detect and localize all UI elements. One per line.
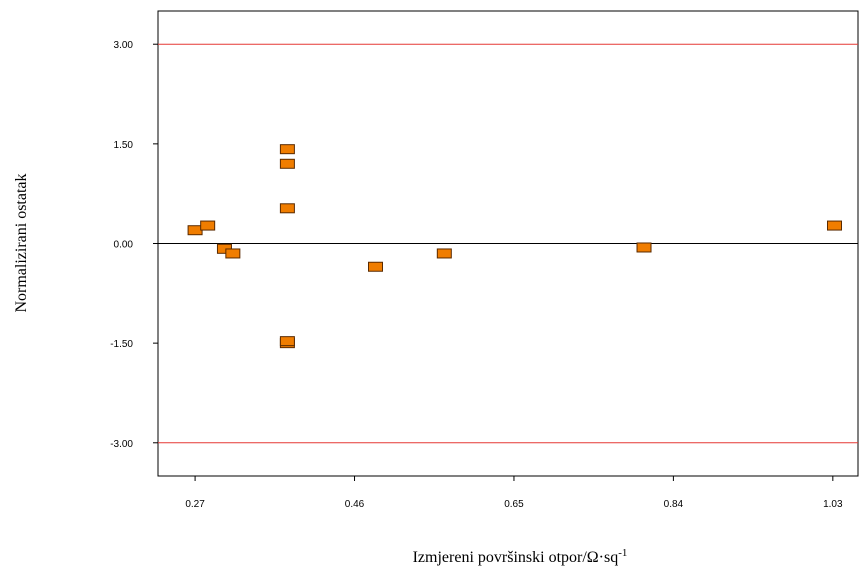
data-point	[187, 225, 203, 236]
data-point	[368, 261, 384, 272]
data-point	[200, 220, 216, 231]
y-tick-label: -3.00	[110, 439, 133, 450]
y-axis-ticks: 3.00 1.50 0.00 -1.50 -3.00	[110, 40, 158, 450]
x-tick-label: 0.65	[504, 499, 524, 510]
data-point	[436, 248, 452, 259]
y-tick-label: 3.00	[114, 40, 134, 51]
data-point	[279, 336, 295, 347]
data-point	[279, 203, 295, 214]
x-tick-label: 0.27	[185, 499, 205, 510]
x-tick-label: 0.84	[664, 499, 684, 510]
x-axis-title: Izmjereni površinski otpor/Ω·sq-1	[413, 547, 628, 566]
x-tick-label: 0.46	[345, 499, 365, 510]
y-tick-label: 0.00	[114, 240, 134, 251]
y-tick-label: -1.50	[110, 339, 133, 350]
data-point	[827, 220, 843, 231]
data-point	[279, 144, 295, 155]
reference-lines	[158, 43, 858, 444]
data-point	[279, 158, 295, 169]
x-tick-label: 1.03	[823, 499, 843, 510]
y-tick-label: 1.50	[114, 140, 134, 151]
data-points	[187, 144, 843, 349]
y-axis-title: Normalizirani ostatak	[13, 173, 30, 312]
x-axis-ticks: 0.27 0.46 0.65 0.84 1.03	[185, 476, 843, 510]
data-point	[636, 242, 652, 253]
data-point	[225, 248, 241, 259]
